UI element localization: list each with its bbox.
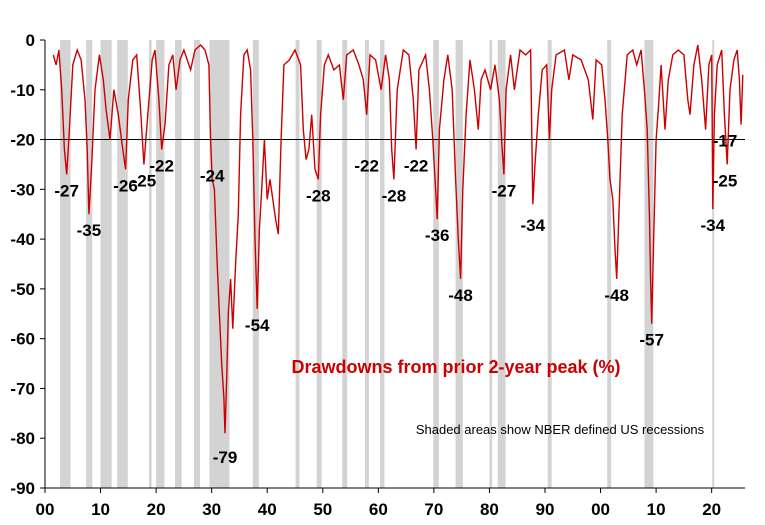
recession-band — [712, 40, 715, 488]
drawdown-data-label: -22 — [354, 157, 379, 176]
drawdown-data-label: -57 — [639, 331, 664, 350]
drawdown-data-label: -27 — [492, 181, 517, 200]
recession-band — [316, 40, 322, 488]
x-tick-label: 00 — [591, 500, 610, 519]
drawdown-data-label: -26 — [113, 176, 138, 195]
drawdown-data-label: -25 — [713, 171, 738, 190]
recession-band — [117, 40, 128, 488]
recession-band — [380, 40, 385, 488]
x-tick-label: 90 — [536, 500, 555, 519]
x-tick-label: 10 — [647, 500, 666, 519]
drawdown-data-label: -79 — [213, 448, 238, 467]
x-tick-label: 80 — [480, 500, 499, 519]
y-tick-label: 0 — [26, 31, 35, 50]
recession-band — [148, 40, 152, 488]
recession-band — [489, 40, 493, 488]
axes — [44, 40, 745, 489]
y-tick-label: -90 — [10, 479, 35, 498]
x-tick-label: 00 — [36, 500, 55, 519]
y-tick-label: -60 — [10, 330, 35, 349]
recession-band — [156, 40, 165, 488]
recession-band — [433, 40, 439, 488]
drawdown-data-label: -27 — [54, 181, 79, 200]
drawdown-data-label: -54 — [245, 316, 270, 335]
drawdown-data-label: -28 — [306, 186, 331, 205]
recession-band — [209, 40, 230, 488]
x-tick-label: 70 — [424, 500, 443, 519]
x-tick-label: 30 — [202, 500, 221, 519]
recession-band — [60, 40, 71, 488]
drawdown-data-label: -25 — [132, 171, 157, 190]
y-tick-label: -10 — [10, 81, 35, 100]
x-tick-label: 20 — [147, 500, 166, 519]
drawdown-data-label: -24 — [200, 166, 225, 185]
recession-band — [86, 40, 93, 488]
y-tick-label: -80 — [10, 429, 35, 448]
y-axis-ticks: 0 -10 -20 -30 -40 -50 -60 -70 -80 -90 — [10, 31, 45, 498]
drawdown-data-label: -36 — [425, 226, 450, 245]
recession-band — [175, 40, 182, 488]
chart-title: Drawdowns from prior 2-year peak (%) — [291, 357, 620, 377]
drawdown-data-label: -35 — [77, 221, 102, 240]
x-tick-label: 20 — [702, 500, 721, 519]
y-tick-label: -50 — [10, 280, 35, 299]
x-tick-label: 60 — [369, 500, 388, 519]
recession-band — [644, 40, 654, 488]
data-labels: -27-35-26-25-22-79-24-54-28-22-28-22-36-… — [54, 132, 737, 468]
recession-band — [497, 40, 506, 488]
drawdown-data-label: -34 — [520, 216, 545, 235]
drawdown-data-label: -22 — [149, 157, 174, 176]
drawdown-data-label: -48 — [604, 286, 629, 305]
x-tick-label: 10 — [91, 500, 110, 519]
recession-band — [607, 40, 612, 488]
drawdown-data-label: -28 — [382, 186, 407, 205]
y-tick-label: -20 — [10, 131, 35, 150]
drawdown-data-label: -34 — [700, 216, 725, 235]
recession-band — [100, 40, 112, 488]
drawdown-data-label: -17 — [713, 132, 738, 151]
y-tick-label: -30 — [10, 180, 35, 199]
y-tick-label: -40 — [10, 230, 35, 249]
x-tick-label: 50 — [313, 500, 332, 519]
recession-band — [365, 40, 369, 488]
drawdown-data-label: -48 — [448, 286, 473, 305]
y-tick-label: -70 — [10, 379, 35, 398]
drawdown-series-line — [52, 44, 744, 434]
recession-band — [547, 40, 552, 488]
drawdown-data-label: -22 — [404, 157, 429, 176]
recession-band — [342, 40, 348, 488]
recession-band — [295, 40, 300, 488]
recession-band — [193, 40, 200, 488]
x-tick-label: 40 — [258, 500, 277, 519]
recession-note: Shaded areas show NBER defined US recess… — [416, 422, 705, 437]
x-axis-ticks: 00 10 20 30 40 50 60 70 80 90 00 10 20 — [36, 488, 721, 519]
